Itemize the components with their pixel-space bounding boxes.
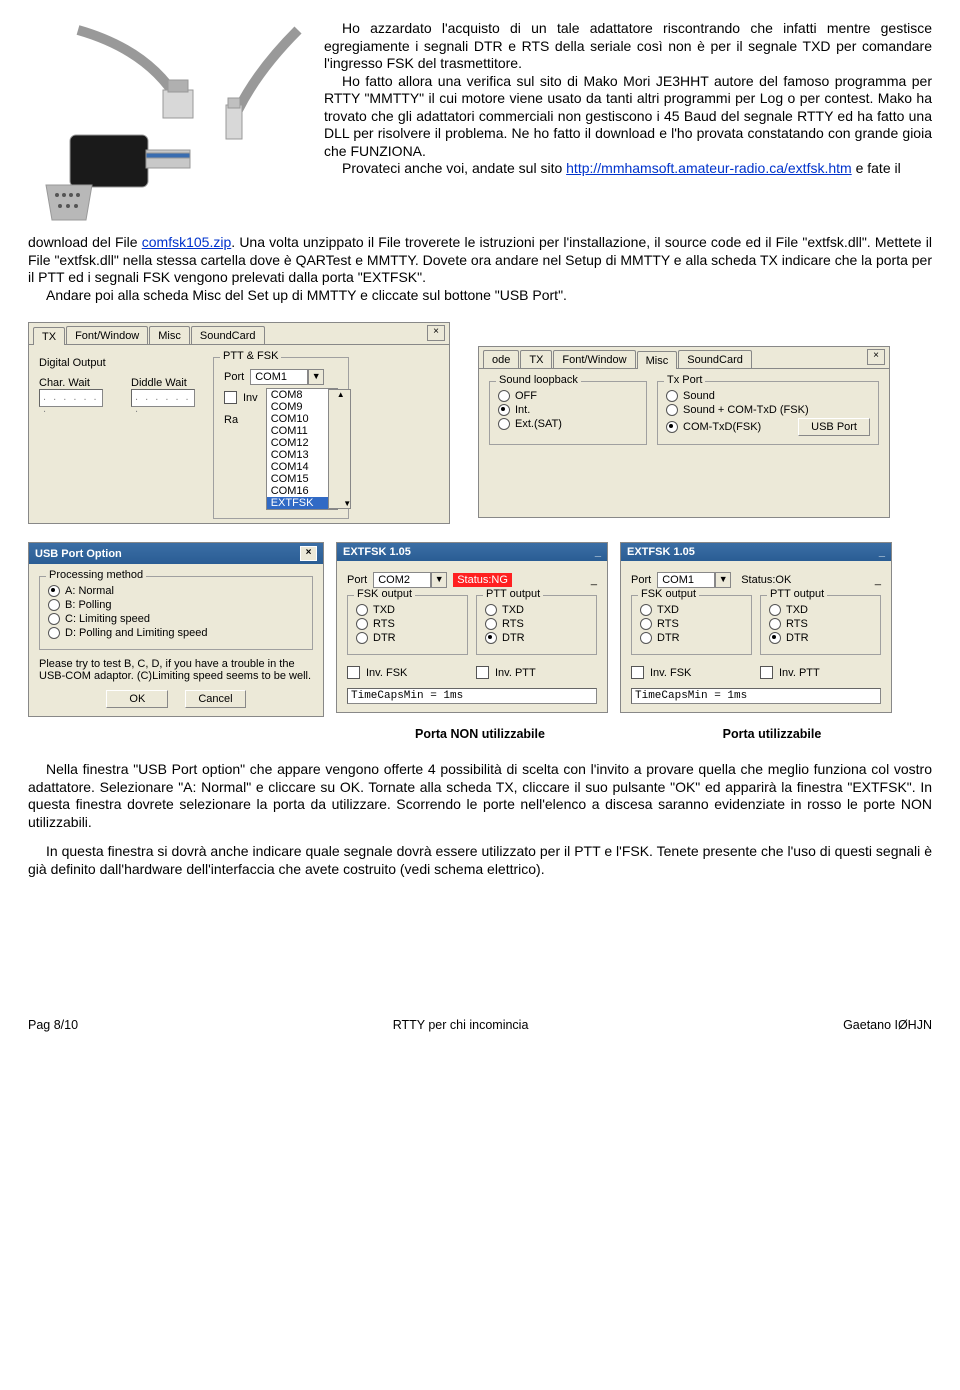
port-bad-label: Porta NON utilizzabile bbox=[340, 727, 620, 741]
radio-ptt-rts[interactable]: RTS bbox=[769, 618, 872, 630]
ptt-fsk-label: PTT & FSK bbox=[220, 350, 281, 362]
radio-c-limiting[interactable]: C: Limiting speed bbox=[48, 613, 304, 625]
usb-port-option-dialog: USB Port Option × Processing method A: No… bbox=[28, 542, 324, 717]
hardware-image bbox=[28, 20, 308, 230]
ptt-output-label: PTT output bbox=[767, 588, 827, 600]
dialog-title: EXTFSK 1.05 bbox=[343, 546, 411, 558]
radio-a-normal[interactable]: A: Normal bbox=[48, 585, 304, 597]
port-label: Port bbox=[631, 574, 651, 586]
author: Gaetano IØHJN bbox=[843, 1018, 932, 1032]
radio-fsk-rts[interactable]: RTS bbox=[640, 618, 743, 630]
port-label: Port bbox=[347, 574, 367, 586]
close-icon[interactable]: × bbox=[300, 546, 317, 561]
com-listbox[interactable]: COM8COM9 COM10COM11 COM12COM13 COM14COM1… bbox=[266, 388, 338, 510]
ptt-output-label: PTT output bbox=[483, 588, 543, 600]
dialog-title: USB Port Option bbox=[35, 548, 122, 560]
cancel-button[interactable]: Cancel bbox=[185, 690, 245, 708]
usb-port-button[interactable]: USB Port bbox=[798, 418, 870, 436]
sound-loopback-label: Sound loopback bbox=[496, 374, 581, 386]
bottom-paragraph-1: Nella finestra "USB Port option" che app… bbox=[28, 761, 932, 831]
mmtty-setup-tx: × TX Font/Window Misc SoundCard Digital … bbox=[28, 322, 450, 524]
tab-tx[interactable]: TX bbox=[33, 327, 65, 345]
intro-paragraphs: Ho azzardato l'acquisto di un tale adatt… bbox=[324, 20, 932, 230]
link-comfsk[interactable]: comfsk105.zip bbox=[142, 234, 231, 250]
page-number: Pag 8/10 bbox=[28, 1018, 78, 1032]
fsk-output-label: FSK output bbox=[354, 588, 415, 600]
radio-b-polling[interactable]: B: Polling bbox=[48, 599, 304, 611]
timecaps-display: TimeCapsMin = 1ms bbox=[631, 688, 881, 704]
close-icon[interactable]: × bbox=[427, 325, 445, 341]
tab-soundcard[interactable]: SoundCard bbox=[191, 326, 265, 344]
extfsk-dialog-bad: EXTFSK 1.05_ Port COM2▼ Status:NG _ FSK … bbox=[336, 542, 608, 713]
radio-com-txd[interactable]: COM-TxD(FSK) bbox=[666, 421, 761, 433]
link-extfsk[interactable]: http://mmhamsoft.amateur-radio.ca/extfsk… bbox=[566, 160, 852, 176]
radio-fsk-dtr[interactable]: DTR bbox=[356, 632, 459, 644]
tab-misc[interactable]: Misc bbox=[637, 351, 678, 369]
port-label: Port bbox=[224, 371, 244, 383]
diddle-wait-label: Diddle Wait bbox=[131, 377, 195, 389]
port-good-label: Porta utilizzabile bbox=[632, 727, 912, 741]
tab-font[interactable]: Font/Window bbox=[66, 326, 148, 344]
inv-ptt-checkbox[interactable] bbox=[760, 666, 773, 679]
port-dropdown[interactable]: COM2▼ bbox=[373, 572, 447, 588]
minimize-icon[interactable]: _ bbox=[879, 546, 885, 558]
timecaps-display: TimeCapsMin = 1ms bbox=[347, 688, 597, 704]
tx-port-label: Tx Port bbox=[664, 374, 705, 386]
diddle-wait-input[interactable]: . . . . . . . bbox=[131, 389, 195, 407]
radio-fsk-dtr[interactable]: DTR bbox=[640, 632, 743, 644]
radio-int[interactable]: Int. bbox=[498, 404, 638, 416]
tab-font[interactable]: Font/Window bbox=[553, 350, 635, 368]
hint-text: Please try to test B, C, D, if you have … bbox=[39, 658, 313, 682]
radio-ext[interactable]: Ext.(SAT) bbox=[498, 418, 638, 430]
radio-fsk-txd[interactable]: TXD bbox=[356, 604, 459, 616]
body-paragraph: download del File comfsk105.zip. Una vol… bbox=[28, 234, 932, 304]
tab-soundcard[interactable]: SoundCard bbox=[678, 350, 752, 368]
radio-d-polling-limiting[interactable]: D: Polling and Limiting speed bbox=[48, 627, 304, 639]
radio-ptt-txd[interactable]: TXD bbox=[769, 604, 872, 616]
tab-ode[interactable]: ode bbox=[483, 350, 519, 368]
status-badge: Status:OK bbox=[737, 573, 795, 587]
dialog-title: EXTFSK 1.05 bbox=[627, 546, 695, 558]
inv-ptt-checkbox[interactable] bbox=[476, 666, 489, 679]
radio-ptt-dtr[interactable]: DTR bbox=[769, 632, 872, 644]
minimize-icon[interactable]: _ bbox=[595, 546, 601, 558]
ra-label: Ra bbox=[224, 414, 238, 426]
digital-output-label: Digital Output bbox=[39, 357, 199, 369]
extfsk-dialog-good: EXTFSK 1.05_ Port COM1▼ Status:OK _ FSK … bbox=[620, 542, 892, 713]
radio-fsk-rts[interactable]: RTS bbox=[356, 618, 459, 630]
inv-checkbox[interactable] bbox=[224, 391, 237, 404]
fsk-output-label: FSK output bbox=[638, 588, 699, 600]
doc-title: RTTY per chi incomincia bbox=[393, 1018, 529, 1032]
processing-method-label: Processing method bbox=[46, 569, 146, 581]
radio-sound[interactable]: Sound bbox=[666, 390, 870, 402]
port-dropdown[interactable]: COM1▼ bbox=[250, 369, 324, 385]
inv-fsk-checkbox[interactable] bbox=[631, 666, 644, 679]
char-wait-input[interactable]: . . . . . . . bbox=[39, 389, 103, 407]
mmtty-setup-misc: × ode TX Font/Window Misc SoundCard Soun… bbox=[478, 346, 890, 518]
page-footer: Pag 8/10 RTTY per chi incomincia Gaetano… bbox=[28, 1018, 932, 1032]
radio-sound-com[interactable]: Sound + COM-TxD (FSK) bbox=[666, 404, 870, 416]
radio-ptt-txd[interactable]: TXD bbox=[485, 604, 588, 616]
radio-fsk-txd[interactable]: TXD bbox=[640, 604, 743, 616]
status-badge: Status:NG bbox=[453, 573, 512, 587]
tab-tx[interactable]: TX bbox=[520, 350, 552, 368]
radio-ptt-dtr[interactable]: DTR bbox=[485, 632, 588, 644]
inv-fsk-checkbox[interactable] bbox=[347, 666, 360, 679]
char-wait-label: Char. Wait bbox=[39, 377, 103, 389]
ok-button[interactable]: OK bbox=[106, 690, 168, 708]
port-dropdown[interactable]: COM1▼ bbox=[657, 572, 731, 588]
bottom-paragraph-2: In questa finestra si dovrà anche indica… bbox=[28, 843, 932, 878]
close-icon[interactable]: × bbox=[867, 349, 885, 365]
radio-off[interactable]: OFF bbox=[498, 390, 638, 402]
tab-misc[interactable]: Misc bbox=[149, 326, 190, 344]
radio-ptt-rts[interactable]: RTS bbox=[485, 618, 588, 630]
